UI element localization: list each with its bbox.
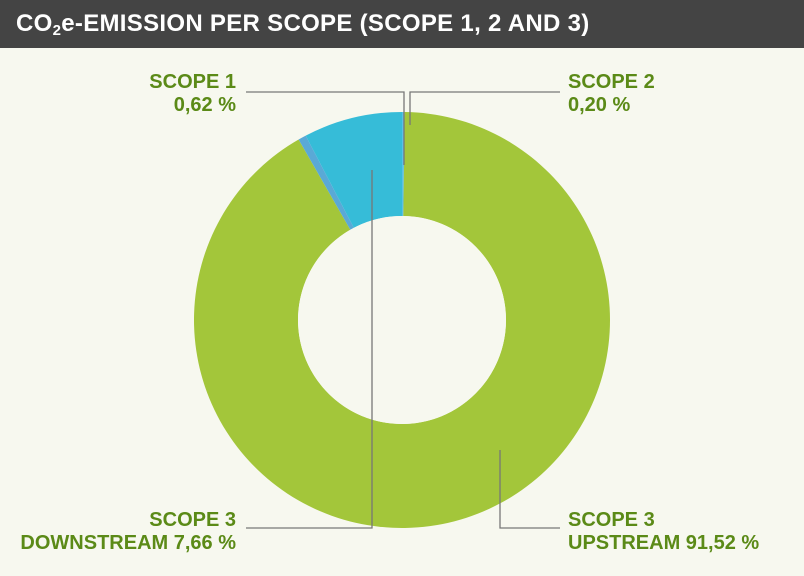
leader-scope2 [409, 91, 560, 125]
label-scope1: SCOPE 1 0,62 % [149, 71, 236, 116]
label-scope3-downstream: SCOPE 3 DOWNSTREAM 7,66 % [20, 509, 236, 554]
label-scope3-upstream: SCOPE 3 UPSTREAM 91,52 % [568, 509, 760, 554]
slice-upstream [193, 112, 610, 528]
slice-scope1 [298, 135, 354, 230]
slice-downstream [305, 112, 402, 228]
chart-title: CO2e-EMISSION PER SCOPE (SCOPE 1, 2 AND … [16, 10, 590, 39]
donut-hole [298, 216, 506, 424]
chart-header: CO2e-EMISSION PER SCOPE (SCOPE 1, 2 AND … [0, 0, 804, 48]
label-scope2: SCOPE 2 0,20 % [568, 71, 655, 116]
leader-scope3-upstream [499, 450, 560, 529]
leader-scope3-downstream [246, 170, 373, 529]
leader-scope1 [246, 91, 405, 165]
